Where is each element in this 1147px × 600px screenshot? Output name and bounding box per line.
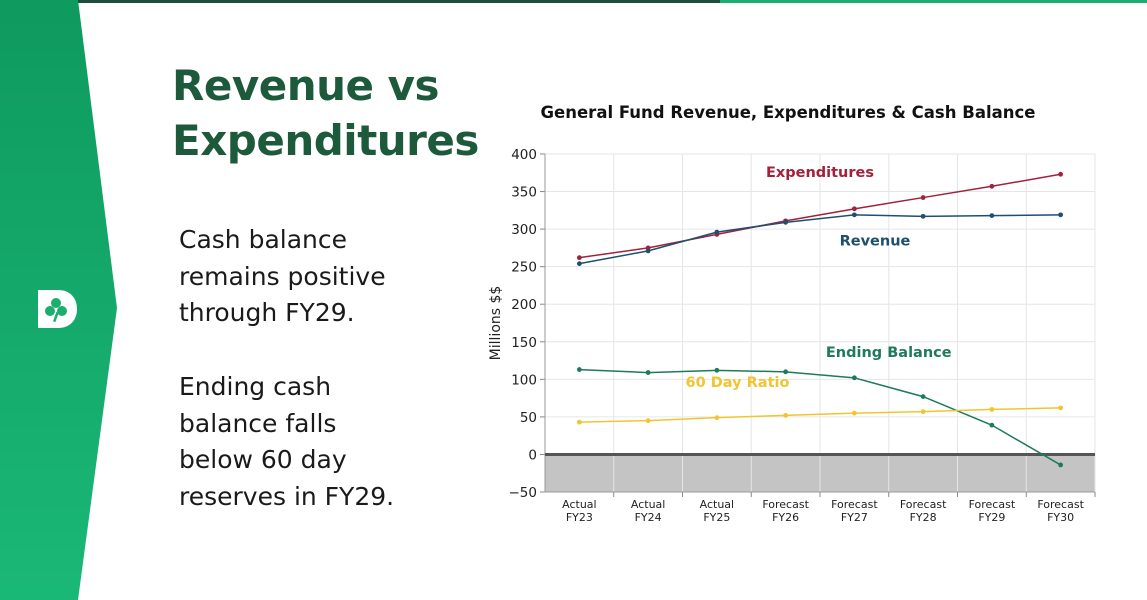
data-point xyxy=(783,369,789,375)
x-tick-label-line: FY30 xyxy=(1047,511,1074,524)
x-tick-label: Forecast FY27 xyxy=(831,498,878,524)
x-tick-label-line: Actual xyxy=(700,498,734,511)
x-tick-label-line: Forecast xyxy=(831,498,878,511)
data-point xyxy=(989,422,995,428)
x-tick-label: Forecast FY26 xyxy=(762,498,809,524)
data-point xyxy=(576,255,582,261)
data-point xyxy=(989,183,995,189)
data-point xyxy=(920,409,926,415)
y-tick-label: 150 xyxy=(511,335,537,351)
y-tick-label: 350 xyxy=(511,185,537,201)
data-point xyxy=(1058,212,1064,218)
data-point xyxy=(714,415,720,421)
y-tick-label: 0 xyxy=(528,447,537,463)
bullet-below-reserves: Ending cash balance falls below 60 day r… xyxy=(179,372,395,511)
y-axis-label: Millions $$ xyxy=(488,286,504,361)
y-tick-label: 250 xyxy=(511,260,537,276)
series-line-revenue xyxy=(579,214,1061,265)
x-tick-label-line: Forecast xyxy=(900,498,947,511)
data-point xyxy=(920,394,926,400)
data-point xyxy=(645,370,651,375)
data-point xyxy=(783,219,789,225)
chart-svg: General Fund Revenue, Expenditures & Cas… xyxy=(488,103,1096,524)
y-tick-label: 50 xyxy=(520,410,537,426)
x-tick-label: Forecast FY29 xyxy=(969,498,1016,524)
data-point xyxy=(851,212,857,218)
series-label: Ending Balance xyxy=(826,345,952,361)
x-tick-label-line: FY26 xyxy=(772,511,799,524)
series-line-ending-balance xyxy=(579,368,1062,466)
x-tick-label: Actual FY24 xyxy=(631,498,665,524)
series-line-60-day-ratio xyxy=(579,407,1061,423)
series-label: Expenditures xyxy=(766,165,874,181)
x-tick-label-line: Forecast xyxy=(969,498,1016,511)
data-point xyxy=(576,367,582,372)
series-label: 60 Day Ratio xyxy=(686,375,790,391)
data-point xyxy=(1058,405,1064,411)
y-tick-label: 400 xyxy=(511,147,537,163)
x-tick-label-line: Actual xyxy=(562,498,596,511)
data-point xyxy=(576,419,582,425)
top-accent-bar-dark xyxy=(0,0,720,3)
x-tick-label-line: Actual xyxy=(631,498,665,511)
clover-d-logo-icon xyxy=(34,286,80,332)
data-point xyxy=(645,418,651,424)
data-point xyxy=(920,195,926,200)
line-chart: General Fund Revenue, Expenditures & Cas… xyxy=(480,90,1120,540)
data-point xyxy=(1058,462,1064,468)
data-point xyxy=(783,412,789,418)
data-point xyxy=(989,213,995,218)
y-tick-label: −50 xyxy=(509,485,538,501)
series-label: Revenue xyxy=(840,233,911,249)
x-tick-label-line: Forecast xyxy=(762,498,809,511)
y-tick-label: 200 xyxy=(511,297,537,313)
series-line-expenditures xyxy=(579,173,1061,259)
x-tick-label-line: FY25 xyxy=(703,511,730,524)
data-point xyxy=(576,261,582,267)
x-tick-label-line: FY24 xyxy=(635,511,662,524)
chart-title: General Fund Revenue, Expenditures & Cas… xyxy=(541,103,1036,122)
x-tick-label-line: FY27 xyxy=(841,511,868,524)
x-tick-label-line: FY28 xyxy=(910,511,937,524)
data-point xyxy=(851,206,857,212)
x-tick-label-line: FY29 xyxy=(978,511,1005,524)
bullet-cash-positive: Cash balance remains positive through FY… xyxy=(179,225,386,327)
data-point xyxy=(851,410,857,416)
x-tick-label: Actual FY25 xyxy=(700,498,734,524)
x-tick-label-line: FY23 xyxy=(566,511,593,524)
x-tick-label: Forecast FY28 xyxy=(900,498,947,524)
x-tick-label: Actual FY23 xyxy=(562,498,596,524)
y-tick-label: 100 xyxy=(511,372,537,388)
data-point xyxy=(645,248,651,254)
slide-title: Revenue vs Expenditures xyxy=(172,61,479,165)
data-point xyxy=(851,375,857,381)
data-point xyxy=(714,367,720,373)
x-tick-label-line: Forecast xyxy=(1037,498,1084,511)
x-tick-label: Forecast FY30 xyxy=(1037,498,1084,524)
data-point xyxy=(989,406,995,412)
y-tick-label: 300 xyxy=(511,222,537,238)
data-point xyxy=(1058,171,1064,177)
top-accent-bar-green xyxy=(720,0,1147,3)
data-point xyxy=(714,229,720,235)
data-point xyxy=(920,213,926,219)
